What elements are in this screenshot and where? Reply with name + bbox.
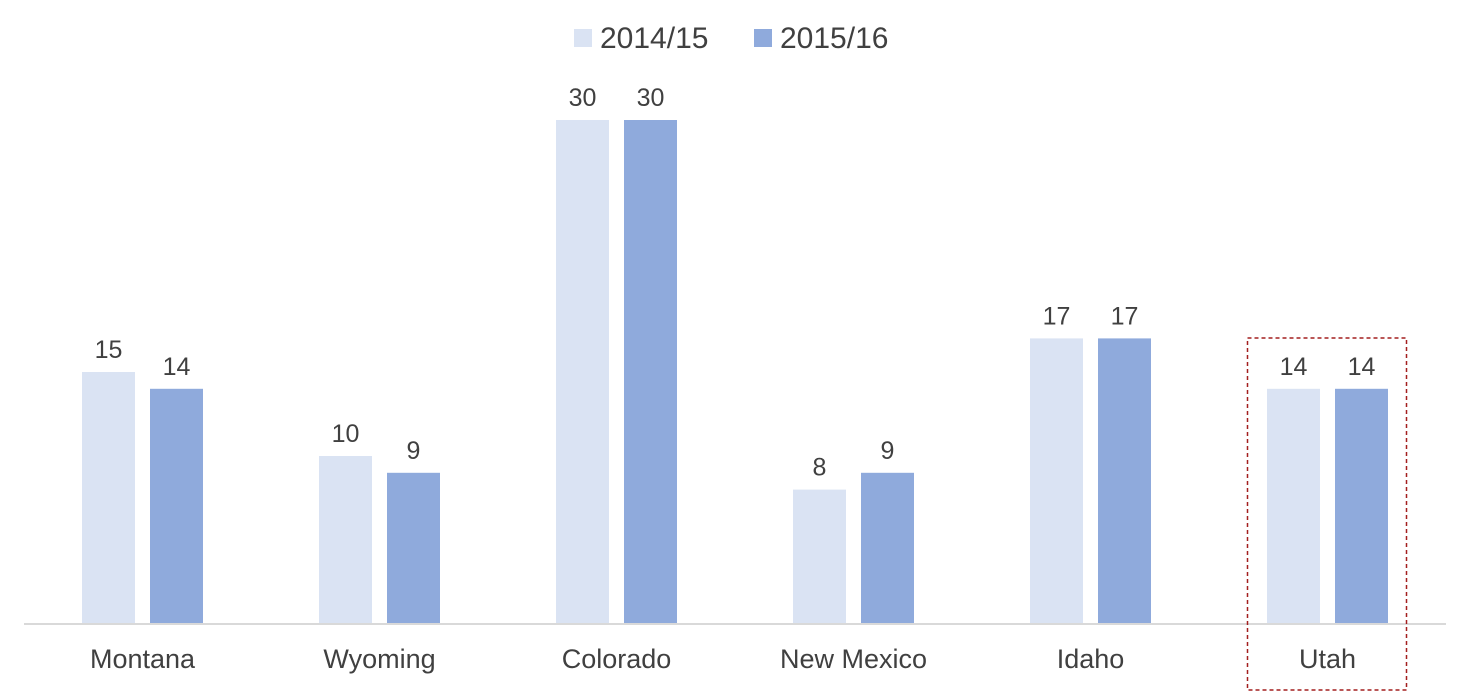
bar-wyoming-2014-15: [319, 456, 372, 624]
data-label-montana-2014-15: 15: [95, 336, 123, 364]
bar-colorado-2014-15: [556, 120, 609, 624]
data-label-new-mexico-2014-15: 8: [813, 454, 827, 482]
data-label-colorado-2015-16: 30: [637, 84, 665, 112]
bar-new-mexico-2014-15: [793, 489, 846, 624]
x-tick-label-utah: Utah: [1299, 644, 1356, 674]
x-tick-label-wyoming: Wyoming: [323, 644, 435, 674]
legend-swatch-2015-16: [754, 29, 772, 47]
category-labels-group: Montana Wyoming Colorado New Mexico Idaho Uta…: [90, 644, 1356, 674]
bar-montana-2015-16: [150, 388, 203, 624]
data-label-colorado-2014-15: 30: [569, 84, 597, 112]
bars-group: [82, 120, 1388, 624]
bar-colorado-2015-16: [624, 120, 677, 624]
legend-label-2014-15: 2014/15: [600, 22, 708, 55]
data-label-new-mexico-2015-16: 9: [881, 437, 895, 465]
bar-idaho-2015-16: [1098, 338, 1151, 624]
data-label-montana-2015-16: 14: [163, 353, 191, 381]
highlight-box: [1246, 337, 1408, 691]
x-tick-label-montana: Montana: [90, 644, 196, 674]
bar-montana-2014-15: [82, 372, 135, 624]
data-label-utah-2015-16: 14: [1348, 353, 1376, 381]
legend-label-2015-16: 2015/16: [780, 22, 888, 55]
bar-wyoming-2015-16: [387, 472, 440, 624]
data-label-idaho-2014-15: 17: [1043, 302, 1071, 330]
x-tick-label-colorado: Colorado: [562, 644, 672, 674]
bar-idaho-2014-15: [1030, 338, 1083, 624]
legend-swatch-2014-15: [574, 29, 592, 47]
bar-utah-2014-15: [1267, 388, 1320, 624]
data-label-wyoming-2015-16: 9: [407, 437, 421, 465]
data-labels-group: 15 14 10 9 30 30 8 9 17 17 14 14: [95, 84, 1376, 482]
bar-utah-2015-16: [1335, 388, 1388, 624]
x-tick-label-idaho: Idaho: [1057, 644, 1125, 674]
data-label-utah-2014-15: 14: [1280, 353, 1308, 381]
chart-legend: 2014/15 2015/16: [574, 22, 888, 55]
data-label-wyoming-2014-15: 10: [332, 420, 360, 448]
bar-new-mexico-2015-16: [861, 472, 914, 624]
data-label-idaho-2015-16: 17: [1111, 302, 1139, 330]
x-tick-label-new-mexico: New Mexico: [780, 644, 927, 674]
